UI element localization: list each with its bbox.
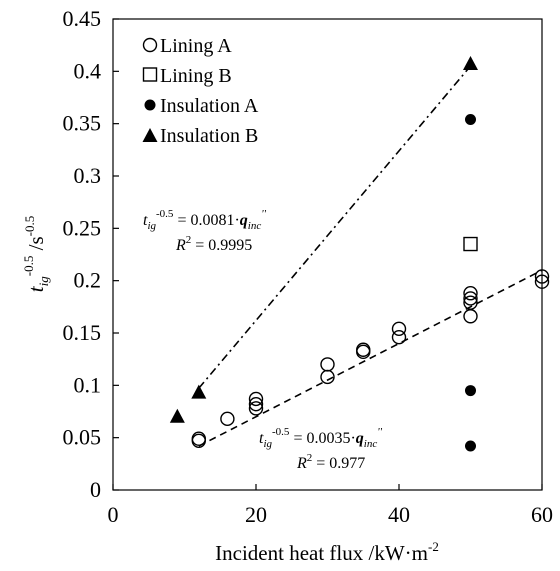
legend-marker-filled-triangle (142, 128, 158, 142)
legend-label: Lining B (160, 65, 232, 87)
data-point-filled-circle (465, 113, 476, 125)
y-axis-title: tig-0.5 /s-0.5 (21, 216, 51, 292)
legend-label: Insulation B (160, 125, 258, 147)
y-tick-label: 0.4 (74, 58, 102, 83)
data-point-open-circle (463, 291, 478, 306)
data-point-filled-triangle (169, 408, 185, 423)
y-axis-ticks: 0 0.05 0.1 0.15 0.2 0.25 0.3 0.35 0.4 0.45 (63, 6, 119, 502)
legend: Lining A Lining B Insulation A Insulatio… (142, 35, 259, 147)
plot-border (112, 18, 543, 491)
data-point-open-circle (220, 411, 235, 427)
trendline-1 (198, 65, 472, 389)
data-point-open-circle (248, 396, 264, 412)
data-point-open-circle (191, 431, 207, 446)
data-point-filled-triangle (191, 384, 207, 399)
plot-area (112, 18, 543, 491)
equation-text: tig-0.5 = 0.0035·qinc'' (259, 426, 383, 450)
data-point-open-circle (463, 295, 478, 310)
x-tick-label: 60 (531, 502, 553, 527)
x-axis-title: Incident heat flux /kW·m-2 (215, 539, 439, 565)
legend-item-lining-b: Lining B (142, 65, 232, 87)
x-tick-label: 20 (245, 502, 267, 527)
data-point-open-circle (356, 342, 371, 357)
legend-marker-open-square (142, 67, 158, 82)
y-tick-label: 0.15 (63, 320, 102, 345)
data-points (169, 56, 550, 452)
x-tick-label: 40 (388, 502, 410, 527)
data-point-open-circle (534, 274, 550, 289)
legend-marker-open-circle (142, 37, 158, 53)
data-point-open-circle (320, 357, 335, 372)
y-tick-label: 0.25 (63, 215, 102, 240)
legend-label: Insulation A (160, 95, 259, 117)
r-squared-text: R2 = 0.977 (296, 452, 365, 472)
data-point-open-circle (463, 286, 478, 301)
legend-marker-filled-circle (144, 99, 156, 111)
data-point-open-circle (534, 269, 550, 284)
legend-label: Lining A (160, 35, 232, 57)
data-point-filled-circle (465, 440, 476, 452)
data-point-open-circle (248, 391, 264, 407)
r-squared-text: R2 = 0.9995 (175, 234, 252, 254)
legend-item-insulation-b: Insulation B (142, 125, 258, 147)
data-point-open-circle (463, 309, 478, 324)
trendline-equation-1: tig-0.5 = 0.0081·qinc'' R2 = 0.9995 (143, 208, 267, 254)
legend-item-insulation-a: Insulation A (144, 95, 259, 117)
y-tick-label: 0.1 (74, 372, 102, 397)
trendline-equation-2: tig-0.5 = 0.0035·qinc'' R2 = 0.977 (259, 426, 383, 472)
data-point-open-square (463, 236, 478, 252)
data-point-open-circle (248, 401, 264, 416)
y-tick-label: 0.3 (74, 163, 102, 188)
x-axis-ticks: 0 20 40 60 (108, 484, 553, 527)
data-point-filled-triangle (463, 56, 478, 71)
data-point-open-circle (391, 321, 407, 337)
legend-item-lining-a: Lining A (142, 35, 232, 57)
trendline-2 (198, 269, 543, 447)
data-point-open-circle (391, 329, 407, 345)
trendlines (198, 65, 543, 447)
y-tick-label: 0.45 (63, 6, 102, 31)
x-tick-label: 0 (108, 502, 119, 527)
equation-text: tig-0.5 = 0.0081·qinc'' (143, 208, 267, 232)
y-tick-label: 0.35 (63, 111, 102, 136)
y-tick-label: 0 (90, 477, 101, 502)
y-tick-label: 0.05 (63, 425, 102, 450)
data-point-filled-circle (465, 385, 476, 397)
y-tick-label: 0.2 (74, 268, 102, 293)
